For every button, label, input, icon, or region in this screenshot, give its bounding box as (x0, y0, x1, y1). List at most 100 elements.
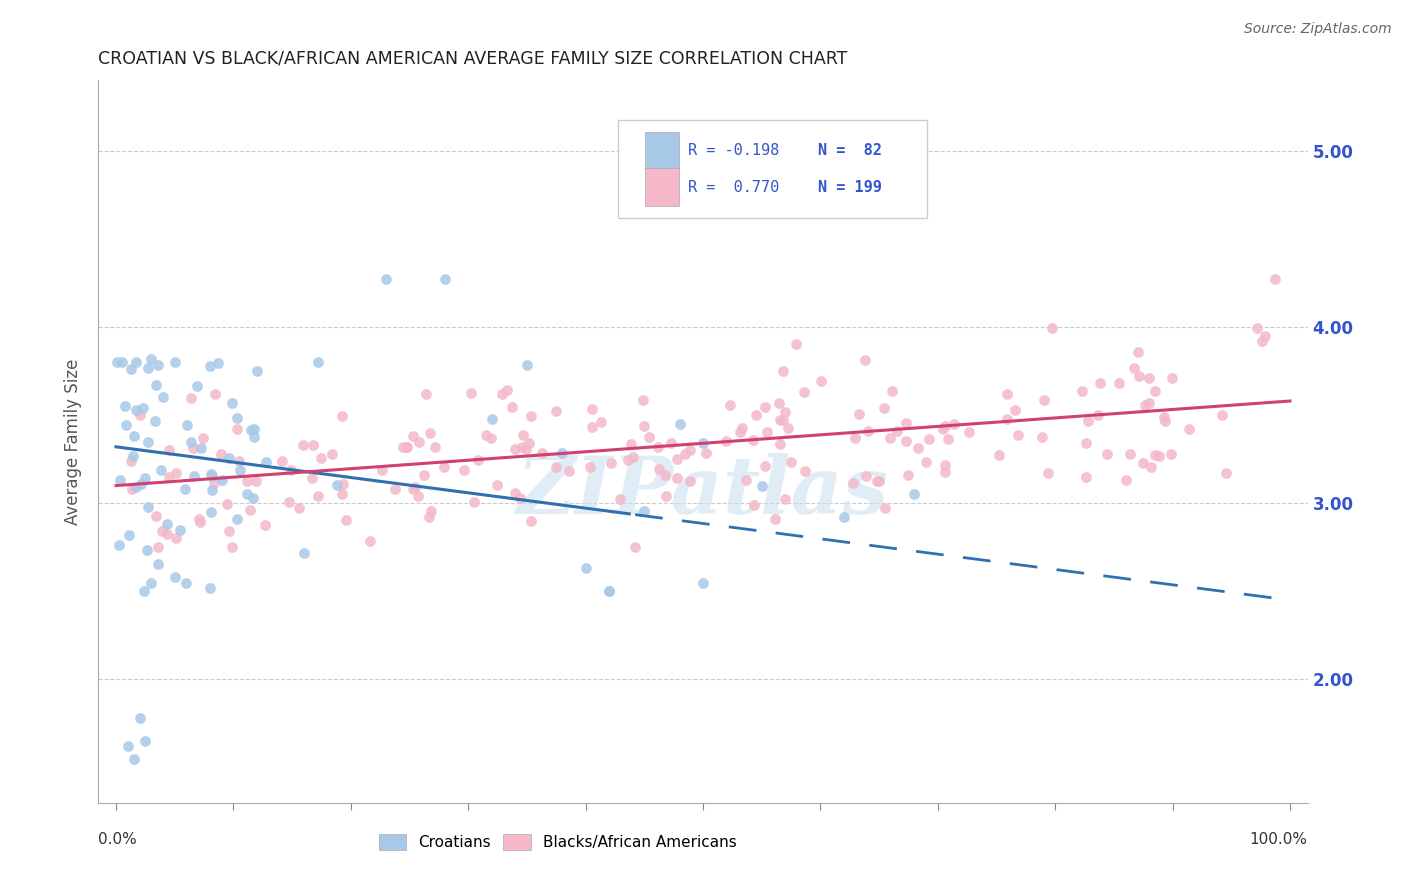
Point (419, 426, 441, 441)
Point (621, 450, 644, 465)
Text: CROATIAN VS BLACK/AFRICAN AMERICAN AVERAGE FAMILY SIZE CORRELATION CHART: CROATIAN VS BLACK/AFRICAN AMERICAN AVERA… (98, 50, 848, 68)
Point (1246, 321, 1268, 335)
Point (236, 487, 259, 501)
Point (309, 451, 332, 466)
Point (742, 433, 765, 447)
Point (692, 575, 714, 590)
Point (773, 492, 796, 507)
Point (157, 470, 180, 484)
Point (302, 438, 325, 452)
Point (141, 575, 163, 590)
Point (141, 351, 163, 366)
Point (519, 409, 541, 423)
Point (810, 374, 832, 388)
Point (121, 454, 143, 468)
Point (145, 508, 167, 523)
Point (396, 440, 419, 454)
Point (581, 420, 603, 434)
Point (330, 487, 353, 501)
Point (307, 488, 329, 502)
Point (647, 462, 669, 476)
Point (292, 546, 315, 560)
Point (198, 581, 221, 595)
Point (666, 471, 689, 485)
Text: R =  0.770: R = 0.770 (689, 179, 780, 194)
Point (270, 454, 292, 468)
Point (150, 524, 173, 538)
Point (423, 440, 446, 454)
Point (226, 512, 249, 526)
Point (176, 418, 198, 433)
Point (108, 473, 131, 487)
Point (221, 395, 243, 409)
Point (886, 424, 908, 438)
Point (633, 504, 655, 518)
Point (406, 489, 429, 503)
Point (188, 515, 211, 529)
Point (530, 445, 553, 459)
Point (129, 477, 152, 491)
Point (134, 584, 156, 599)
Point (624, 541, 647, 555)
Point (755, 425, 778, 439)
Point (772, 364, 794, 378)
Point (659, 436, 682, 450)
Point (1161, 371, 1184, 385)
Text: ZIPatlas: ZIPatlas (517, 453, 889, 531)
Point (105, 355, 128, 369)
Point (191, 431, 214, 445)
Point (218, 450, 240, 465)
Point (934, 419, 956, 434)
Point (188, 512, 211, 526)
Point (633, 418, 655, 433)
Point (894, 416, 917, 430)
Point (692, 435, 714, 450)
Point (200, 467, 222, 481)
Point (872, 401, 894, 415)
Point (125, 480, 148, 494)
Point (1036, 466, 1059, 480)
Point (321, 447, 343, 461)
Point (1140, 459, 1163, 474)
Point (384, 482, 406, 496)
Point (589, 415, 612, 429)
Point (1211, 408, 1233, 422)
Point (201, 468, 224, 483)
Point (754, 458, 776, 473)
Point (763, 512, 786, 526)
Point (1128, 369, 1150, 384)
Point (931, 422, 953, 436)
Point (117, 739, 139, 754)
Point (600, 456, 623, 470)
Point (1095, 447, 1118, 461)
Point (776, 421, 799, 435)
Point (897, 468, 920, 483)
Point (779, 455, 801, 469)
Point (509, 491, 531, 505)
Point (1115, 474, 1137, 488)
Point (128, 711, 150, 725)
Point (156, 527, 179, 541)
Point (134, 734, 156, 748)
Point (894, 434, 917, 448)
Point (1119, 447, 1142, 461)
Point (132, 401, 155, 415)
Point (1007, 428, 1029, 442)
Point (915, 455, 938, 469)
Point (370, 463, 392, 477)
Point (391, 440, 413, 454)
Point (225, 422, 247, 436)
Point (666, 451, 689, 466)
Point (228, 454, 250, 468)
Point (375, 272, 398, 286)
Point (934, 465, 956, 479)
Point (751, 479, 773, 493)
Point (785, 337, 807, 351)
Point (463, 495, 485, 509)
Point (475, 428, 498, 442)
Point (516, 358, 538, 372)
Point (544, 460, 567, 475)
Point (412, 467, 434, 482)
Point (655, 489, 678, 503)
Point (207, 356, 229, 370)
